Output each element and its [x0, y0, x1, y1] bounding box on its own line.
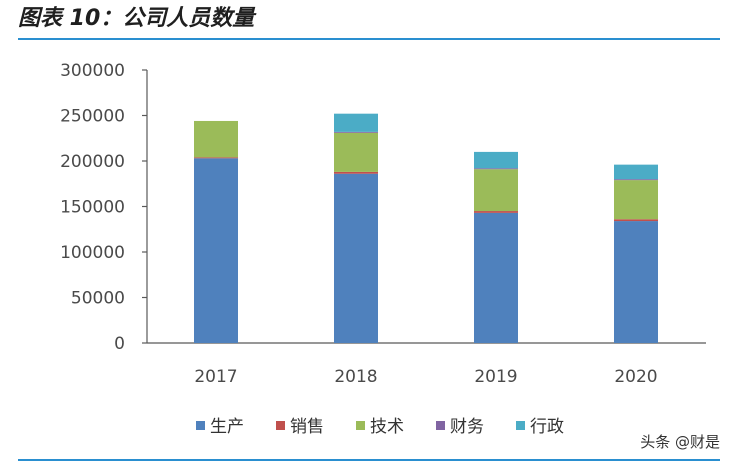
- bar-segment: [194, 120, 238, 158]
- bar-segment: [614, 179, 658, 181]
- legend-swatch: [516, 421, 525, 430]
- bar-segment: [334, 132, 378, 172]
- x-tick-label: 2020: [614, 367, 657, 387]
- y-tick-label: 100000: [60, 243, 125, 263]
- y-tick-label: 150000: [60, 198, 125, 218]
- chart-bars: [194, 113, 658, 343]
- bar-segment: [474, 211, 518, 213]
- bar-segment: [334, 131, 378, 133]
- bar-segment: [474, 168, 518, 170]
- bar-segment: [194, 157, 238, 159]
- bar-segment: [474, 169, 518, 212]
- legend-swatch: [436, 421, 445, 430]
- y-tick-label: 250000: [60, 107, 125, 127]
- bar-segment: [614, 164, 658, 180]
- x-axis-labels: 2017 2018 2019 2020: [194, 367, 657, 387]
- legend-swatch: [356, 421, 365, 430]
- legend-label: 技术: [370, 417, 404, 437]
- x-tick-label: 2018: [334, 367, 377, 387]
- chart-legend: 生产 销售 技术 财务 行政: [196, 417, 564, 437]
- bottom-rule: [18, 459, 720, 461]
- legend-label: 生产: [210, 417, 244, 437]
- x-tick-label: 2019: [474, 367, 517, 387]
- bar-segment: [614, 219, 658, 222]
- legend-swatch: [276, 421, 285, 430]
- legend-label: 行政: [530, 417, 564, 437]
- bar-segment: [474, 212, 518, 343]
- bar-segment: [474, 151, 518, 169]
- watermark-text: 头条 @财是: [640, 433, 720, 451]
- bar-segment: [614, 221, 658, 343]
- bar-segment: [614, 180, 658, 220]
- y-axis-labels: 0 50000 100000 150000 200000 250000 300000: [60, 61, 125, 354]
- bar-segment: [334, 173, 378, 343]
- y-tick-label: 0: [114, 334, 125, 354]
- y-tick-label: 200000: [60, 152, 125, 172]
- chart-axes: [142, 69, 706, 344]
- bar-segment: [194, 158, 238, 343]
- figure-title: 图表 10：公司人员数量: [18, 6, 255, 31]
- bar-segment: [334, 113, 378, 132]
- y-tick-label: 50000: [71, 289, 125, 309]
- x-tick-label: 2017: [194, 367, 237, 387]
- legend-label: 财务: [450, 417, 484, 437]
- y-tick-label: 300000: [60, 61, 125, 81]
- legend-swatch: [196, 421, 205, 430]
- legend-label: 销售: [290, 417, 324, 437]
- bar-segment: [334, 171, 378, 174]
- top-rule: [18, 38, 720, 40]
